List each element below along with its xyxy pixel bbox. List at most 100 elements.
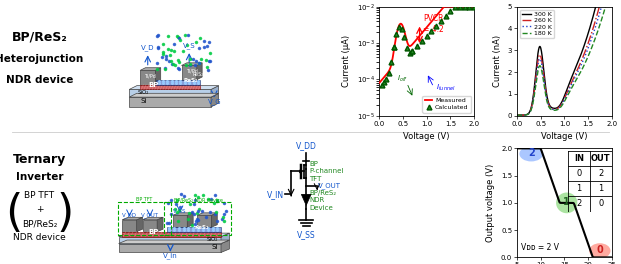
Calculated [388, 60, 395, 63]
220 K [569, 80, 577, 83]
Calculated [456, 5, 463, 8]
Polygon shape [143, 220, 157, 232]
Text: V_DD: V_DD [296, 141, 317, 150]
Text: BP/ReS₂ NDR device: BP/ReS₂ NDR device [174, 197, 222, 202]
Text: V_SS: V_SS [173, 209, 187, 214]
Calculated [392, 32, 400, 35]
Measured [453, 5, 461, 8]
Legend: Measured, Calculated: Measured, Calculated [422, 96, 471, 112]
Calculated [461, 5, 468, 8]
Polygon shape [119, 237, 221, 243]
Text: ): ) [56, 192, 73, 235]
Polygon shape [129, 97, 211, 107]
Polygon shape [301, 195, 311, 205]
X-axis label: Voltage (V): Voltage (V) [404, 132, 450, 141]
Text: ReS₂: ReS₂ [184, 78, 198, 83]
Polygon shape [197, 215, 211, 227]
Text: Inverter: Inverter [16, 172, 63, 182]
180 K [593, 32, 601, 35]
Polygon shape [221, 240, 229, 252]
Text: V_in: V_in [163, 252, 178, 259]
Polygon shape [140, 70, 155, 84]
180 K [599, 14, 607, 17]
Text: NDR device: NDR device [13, 233, 66, 242]
Y-axis label: Output voltage (V): Output voltage (V) [486, 164, 496, 242]
Polygon shape [122, 232, 221, 237]
220 K [514, 114, 521, 117]
Polygon shape [129, 93, 219, 97]
Calculated [437, 19, 445, 22]
300 K [569, 72, 577, 75]
Text: V_DD: V_DD [122, 213, 137, 218]
Text: 0: 0 [597, 245, 603, 255]
220 K [599, 0, 607, 3]
Line: 220 K: 220 K [517, 0, 612, 115]
Polygon shape [119, 233, 229, 237]
Text: V_SS: V_SS [297, 230, 315, 239]
Text: BP: BP [149, 82, 159, 88]
Polygon shape [129, 86, 219, 89]
Ellipse shape [519, 146, 543, 162]
Measured [420, 29, 428, 32]
Text: BP/ReS₂
NDR
Device: BP/ReS₂ NDR Device [309, 190, 337, 211]
Line: Calculated: Calculated [379, 4, 476, 87]
Calculated [466, 5, 473, 8]
Line: 260 K: 260 K [517, 0, 612, 115]
Calculated [398, 27, 406, 30]
Measured [421, 28, 428, 31]
Text: V_D: V_D [141, 44, 155, 51]
Polygon shape [197, 213, 217, 215]
Polygon shape [122, 217, 143, 220]
Text: V_G: V_G [207, 99, 221, 105]
Polygon shape [173, 215, 188, 227]
Text: V_OUT: V_OUT [318, 183, 341, 190]
180 K [569, 84, 577, 87]
Legend: 300 K, 260 K, 220 K, 180 K: 300 K, 260 K, 220 K, 180 K [520, 10, 554, 38]
Text: PVCR
= 4.2: PVCR = 4.2 [423, 14, 443, 34]
Text: V_IN: V_IN [267, 190, 284, 199]
Line: 300 K: 300 K [517, 0, 612, 115]
260 K [593, 14, 601, 17]
260 K [514, 114, 521, 117]
Text: SiO₂: SiO₂ [138, 90, 149, 95]
Calculated [428, 29, 435, 32]
Text: V_OUT: V_OUT [141, 213, 159, 218]
Polygon shape [119, 240, 229, 243]
Calculated [406, 51, 414, 54]
Text: Si: Si [140, 98, 147, 104]
Polygon shape [221, 233, 229, 243]
Text: BP: BP [148, 229, 159, 235]
Calculated [380, 81, 388, 84]
Y-axis label: Current (nA): Current (nA) [493, 35, 502, 87]
Line: Measured: Measured [379, 7, 474, 83]
Line: 180 K: 180 K [517, 0, 612, 115]
Measured [440, 5, 448, 8]
260 K [569, 77, 577, 81]
Text: Ti/Pd: Ti/Pd [145, 73, 156, 78]
Text: $I_{off}$: $I_{off}$ [397, 74, 409, 84]
300 K [569, 72, 577, 76]
Calculated [423, 34, 430, 37]
Polygon shape [173, 213, 193, 215]
Text: 2: 2 [528, 148, 535, 158]
X-axis label: Voltage (V): Voltage (V) [541, 132, 587, 141]
Calculated [383, 78, 390, 81]
Calculated [442, 14, 450, 17]
Calculated [378, 83, 386, 86]
300 K [514, 114, 521, 117]
Calculated [390, 45, 397, 49]
Polygon shape [122, 220, 137, 232]
Polygon shape [155, 68, 161, 84]
300 K [593, 1, 601, 4]
Text: Heterojunction: Heterojunction [0, 54, 84, 64]
Text: BP TFT: BP TFT [136, 197, 152, 202]
220 K [514, 114, 521, 117]
220 K [571, 76, 579, 79]
Calculated [390, 45, 397, 49]
Polygon shape [129, 89, 211, 97]
Polygon shape [188, 213, 193, 227]
Text: ReS₂: ReS₂ [194, 225, 209, 230]
180 K [514, 114, 521, 117]
Polygon shape [143, 217, 163, 220]
Calculated [409, 50, 416, 53]
